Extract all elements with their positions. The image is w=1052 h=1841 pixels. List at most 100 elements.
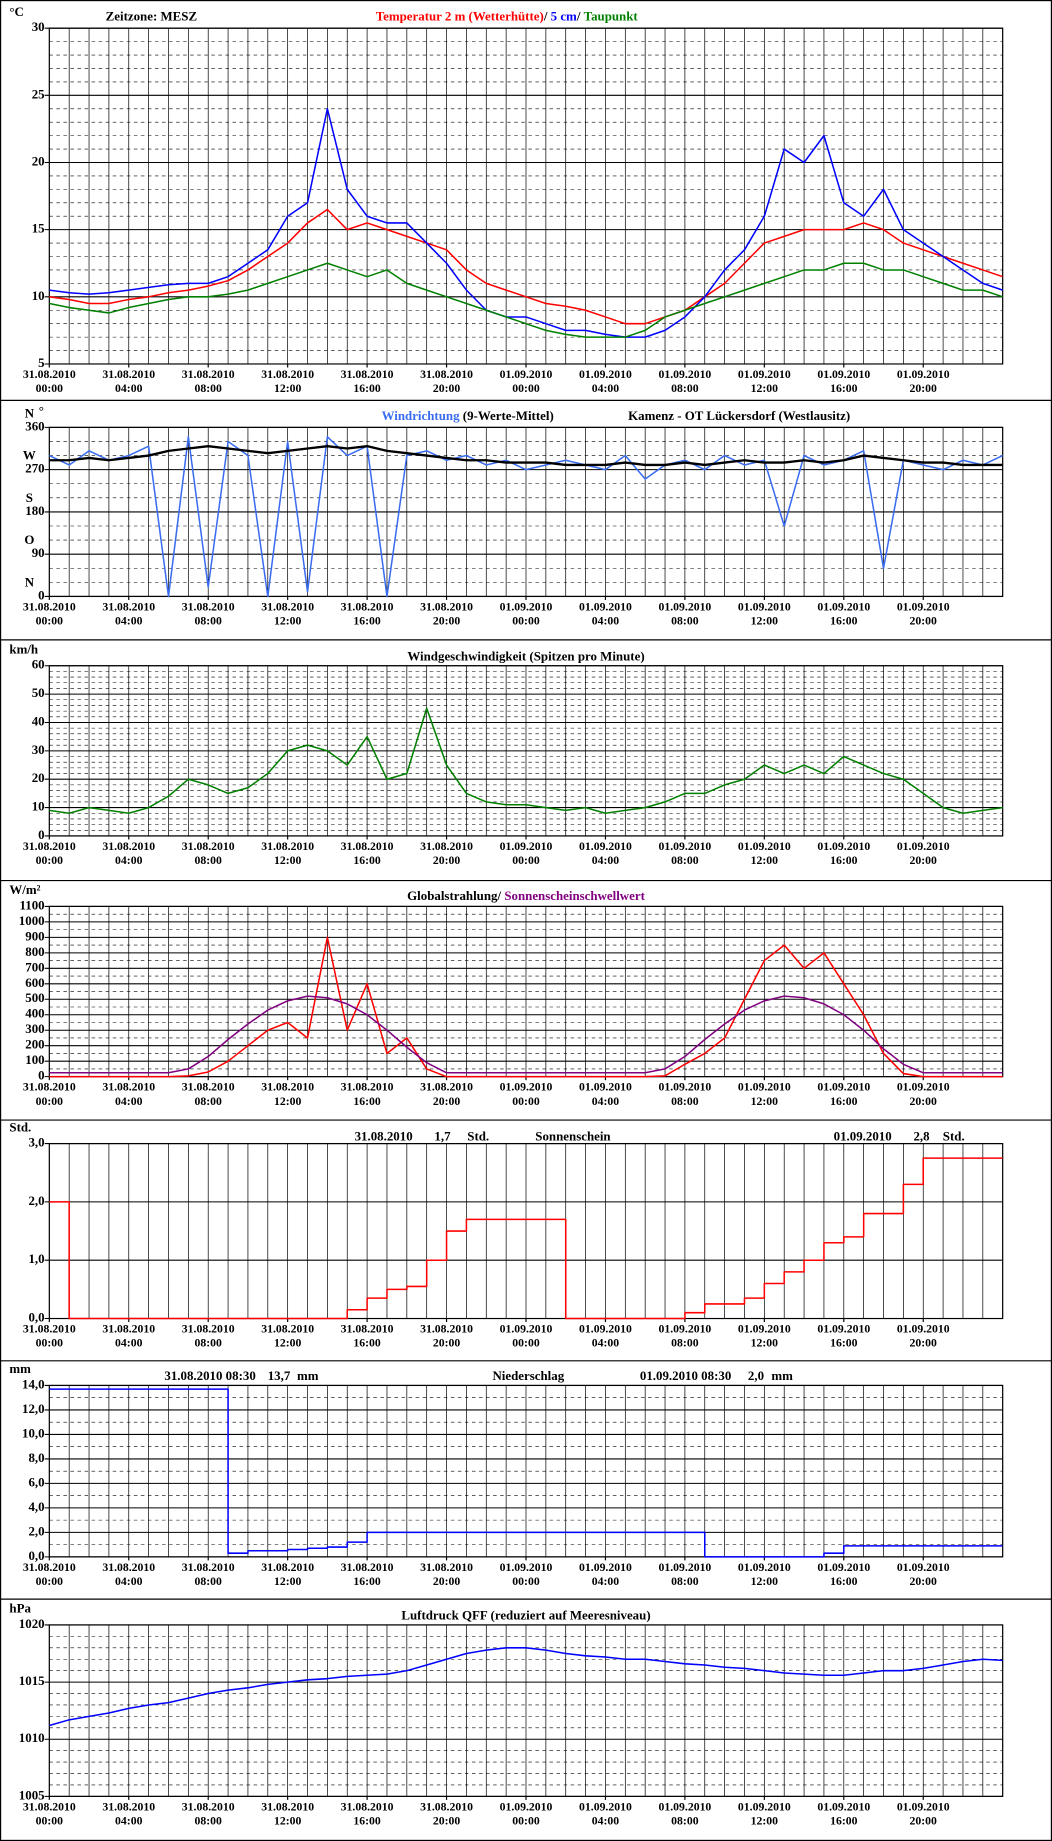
x-tick-label-box: 01.09.2010 20:00 <box>896 1801 950 1829</box>
compass-label: S <box>26 490 33 505</box>
series-line <box>49 108 1003 338</box>
x-tick-label-box: 31.08.2010 12:00 <box>261 1081 315 1109</box>
x-tick-label-box: 01.09.2010 00:00 <box>499 1081 553 1109</box>
y-tick-label: 1020 <box>19 1616 45 1631</box>
x-tick-label-box: 31.08.2010 08:00 <box>182 1562 235 1589</box>
y-tick-label: 0 <box>38 587 44 602</box>
x-tick-label: 31.08.2010 16:00 <box>340 1323 394 1351</box>
y-tick-label: 0,0 <box>28 1548 44 1563</box>
x-tick-label-box: 31.08.2010 00:00 <box>23 1801 76 1828</box>
x-tick-label-box: 01.09.2010 12:00 <box>738 1323 791 1350</box>
x-tick-label: 31.08.2010 20:00 <box>420 840 473 868</box>
y-axis-unit: Std. <box>9 1119 31 1134</box>
x-tick-label-box: 01.09.2010 04:00 <box>579 601 632 629</box>
x-tick-label-box: 31.08.2010 16:00 <box>341 841 394 868</box>
x-tick-label-box: 01.09.2010 12:00 <box>738 601 791 628</box>
x-tick-label: 01.09.2010 20:00 <box>896 1801 950 1829</box>
x-tick-label-box: 01.09.2010 04:00 <box>579 1323 632 1351</box>
annotation: 31.08.2010 <box>355 1129 413 1144</box>
y-tick-label: 800 <box>25 944 44 959</box>
annotation: 13,7 <box>268 1368 291 1383</box>
x-tick-label: 31.08.2010 12:00 <box>261 840 315 868</box>
x-tick-label-box: 31.08.2010 00:00 <box>22 601 76 629</box>
x-tick-label: 01.09.2010 00:00 <box>499 1081 553 1109</box>
x-tick-label: 31.08.2010 16:00 <box>340 1561 394 1589</box>
x-tick-label-box: 01.09.2010 12:00 <box>738 1562 791 1589</box>
x-tick-label: 31.08.2010 04:00 <box>102 1561 156 1589</box>
y-tick-label: 270 <box>25 461 44 476</box>
legend: Globalstrahlung/ Sonnenscheinschwellwert <box>407 888 645 903</box>
x-tick-label-box: 01.09.2010 00:00 <box>499 601 553 629</box>
y-tick-label: 30 <box>32 19 45 34</box>
x-tick-label: 31.08.2010 00:00 <box>22 1323 76 1351</box>
y-tick-label: 360 <box>25 418 44 433</box>
x-tick-label-box: 01.09.2010 12:00 <box>738 1081 791 1108</box>
y-tick-label: 0,0 <box>28 1309 44 1324</box>
y-tick-label: 50 <box>32 685 45 700</box>
x-tick-label-box: 31.08.2010 00:00 <box>23 1081 76 1108</box>
x-tick-label-box: 01.09.2010 04:00 <box>579 1801 632 1829</box>
x-tick-label: 01.09.2010 00:00 <box>499 368 553 396</box>
x-tick-label: 01.09.2010 04:00 <box>579 601 632 629</box>
y-tick-label: 2,0 <box>28 1523 44 1538</box>
x-tick-label: 01.09.2010 08:00 <box>658 840 712 868</box>
annotation: Std. <box>943 1129 965 1144</box>
x-tick-label: 31.08.2010 00:00 <box>22 601 76 629</box>
x-tick-label: 01.09.2010 04:00 <box>579 1801 632 1829</box>
x-tick-label: 31.08.2010 12:00 <box>261 1801 315 1829</box>
x-tick-label-box: 31.08.2010 16:00 <box>341 369 394 396</box>
x-tick-label: 31.08.2010 04:00 <box>102 601 156 629</box>
x-tick-label-box: 01.09.2010 04:00 <box>579 1081 632 1108</box>
y-tick-label: 4,0 <box>28 1499 44 1514</box>
x-tick-label-box: 31.08.2010 20:00 <box>420 369 473 396</box>
x-tick-label-box: 01.09.2010 12:00 <box>738 369 791 396</box>
x-tick-label-box: 31.08.2010 20:00 <box>420 1323 473 1351</box>
x-tick-label: 31.08.2010 12:00 <box>261 1081 315 1109</box>
y-tick-label: 0 <box>38 827 44 842</box>
x-tick-label: 01.09.2010 12:00 <box>737 840 791 868</box>
x-tick-label: 31.08.2010 04:00 <box>102 1801 156 1829</box>
x-tick-label-box: 01.09.2010 16:00 <box>817 840 871 868</box>
y-tick-label: 25 <box>32 86 45 101</box>
x-tick-label-box: 01.09.2010 08:00 <box>658 1081 711 1108</box>
x-tick-label-box: 01.09.2010 08:00 <box>658 601 711 628</box>
x-tick-label: 31.08.2010 00:00 <box>22 840 76 868</box>
x-tick-label-box: 31.08.2010 08:00 <box>182 1801 235 1828</box>
x-tick-label: 01.09.2010 16:00 <box>817 840 871 868</box>
y-tick-label: 14,0 <box>22 1376 45 1391</box>
x-tick-label-box: 31.08.2010 20:00 <box>420 1562 473 1589</box>
y-axis-unit: ° <box>39 403 44 418</box>
x-tick-label: 01.09.2010 20:00 <box>896 601 950 629</box>
x-tick-label-box: 01.09.2010 08:00 <box>658 840 712 868</box>
x-tick-label-box: 01.09.2010 08:00 <box>658 1323 712 1351</box>
y-tick-label: 10 <box>32 288 45 303</box>
y-axis-unit: mm <box>9 1361 31 1376</box>
y-tick-label: 200 <box>25 1037 44 1052</box>
x-tick-label-box: 31.08.2010 04:00 <box>102 1081 155 1108</box>
x-tick-label: 01.09.2010 04:00 <box>579 1323 632 1351</box>
legend-separator: / <box>497 888 502 903</box>
legend-entry: Windrichtung <box>382 408 460 423</box>
compass-label: N <box>25 574 35 589</box>
x-tick-label: 01.09.2010 08:00 <box>658 1323 712 1351</box>
x-tick-label-box: 31.08.2010 16:00 <box>341 601 394 628</box>
y-axis-unit: °C <box>9 4 23 19</box>
x-tick-label-box: 01.09.2010 08:00 <box>658 369 711 396</box>
x-tick-label: 01.09.2010 00:00 <box>499 601 553 629</box>
annotation: 01.09.2010 08:30 <box>640 1368 731 1383</box>
x-tick-label-box: 31.08.2010 00:00 <box>22 1561 76 1589</box>
x-tick-label-box: 01.09.2010 20:00 <box>897 1323 950 1350</box>
x-tick-label-box: 01.09.2010 08:00 <box>658 1562 711 1589</box>
series-line <box>49 444 1003 467</box>
x-tick-label: 31.08.2010 20:00 <box>420 1323 473 1351</box>
series-line <box>49 1647 1003 1727</box>
x-tick-label: 31.08.2010 00:00 <box>22 1561 76 1589</box>
x-tick-label: 31.08.2010 08:00 <box>181 1081 235 1109</box>
x-tick-label: 01.09.2010 16:00 <box>817 1801 871 1829</box>
x-tick-label-box: 31.08.2010 00:00 <box>22 1323 76 1351</box>
annotation: mm <box>771 1368 793 1383</box>
x-tick-label: 31.08.2010 12:00 <box>261 1561 315 1589</box>
x-tick-label: 01.09.2010 00:00 <box>499 1801 553 1829</box>
